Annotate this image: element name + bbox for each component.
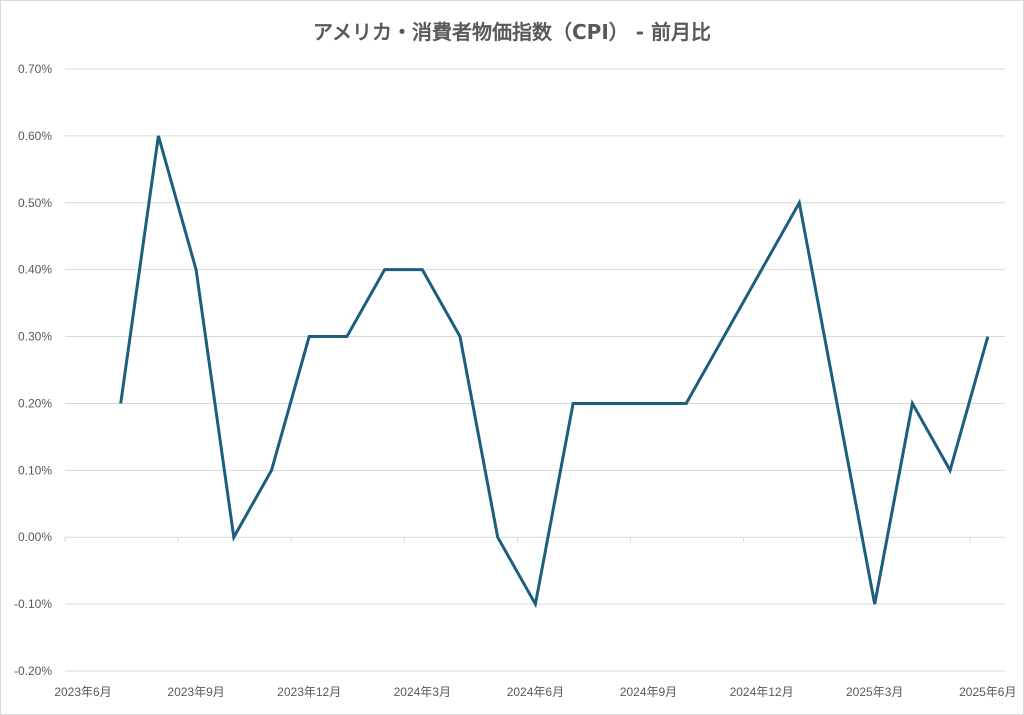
y-tick-label: 0.70% (18, 62, 52, 76)
x-tick-label: 2024年9月 (620, 685, 677, 699)
y-tick-label: 0.40% (18, 263, 52, 277)
chart-title: アメリカ・消費者物価指数（CPI） - 前月比 (312, 20, 711, 44)
y-tick-label: 0.00% (18, 530, 52, 544)
y-tick-label: 0.20% (18, 396, 52, 410)
y-tick-label: 0.30% (18, 330, 52, 344)
x-tick-label: 2023年9月 (167, 685, 224, 699)
x-tick-label: 2024年3月 (394, 685, 451, 699)
x-tick-label: 2023年12月 (277, 685, 341, 699)
x-tick-label: 2024年12月 (730, 685, 794, 699)
y-tick-label: 0.50% (18, 196, 52, 210)
x-tick-label: 2025年6月 (959, 685, 1016, 699)
y-tick-label: -0.20% (14, 664, 52, 678)
series-line (119, 135, 990, 609)
y-tick-label: 0.60% (18, 129, 52, 143)
y-tick-label: 0.10% (18, 463, 52, 477)
x-tick-label: 2025年3月 (846, 685, 903, 699)
x-tick-label: 2024年6月 (507, 685, 564, 699)
x-tick-label: 2023年6月 (54, 685, 111, 699)
y-tick-label: -0.10% (14, 597, 52, 611)
